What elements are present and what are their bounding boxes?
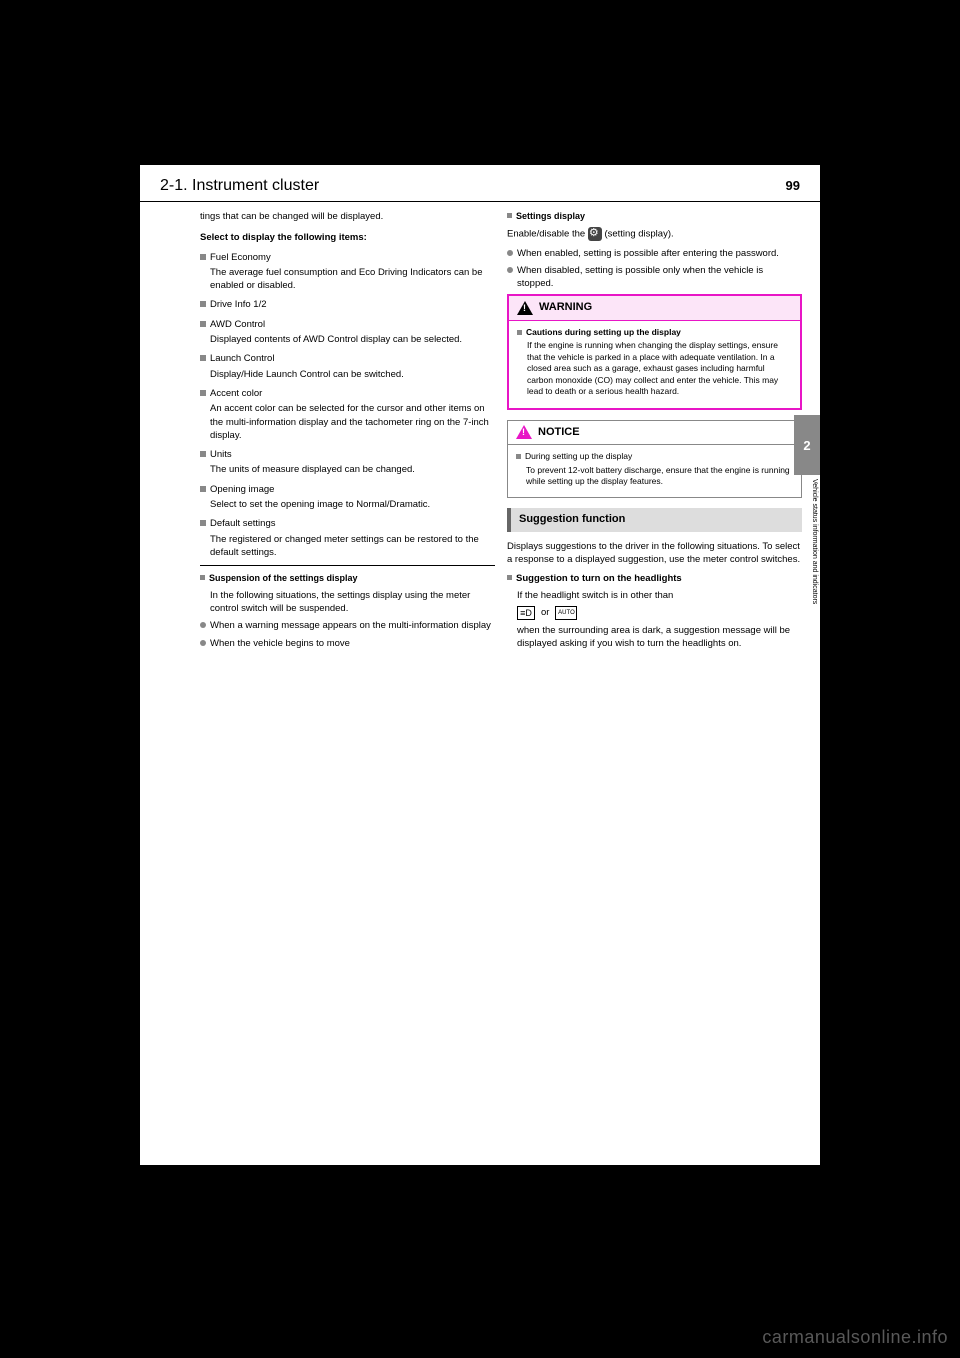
- item-title: Fuel Economy: [210, 251, 271, 264]
- suggestion-desc-2: when the surrounding area is dark, a sug…: [507, 624, 802, 651]
- headlight-icon: ≡D: [517, 606, 535, 620]
- sub-bullet: When disabled, setting is possible only …: [507, 264, 802, 291]
- notice-triangle-icon: [516, 425, 532, 439]
- page-number: 99: [786, 178, 800, 193]
- suggestion-para: Displays suggestions to the driver in th…: [507, 540, 802, 567]
- divider: [200, 565, 495, 566]
- settings-icon-text: (setting display).: [604, 228, 673, 239]
- item-desc: Display/Hide Launch Control can be switc…: [200, 368, 495, 381]
- list-item: Launch Control Display/Hide Launch Contr…: [200, 352, 495, 381]
- square-bullet-icon: [200, 254, 206, 260]
- square-bullet-icon: [200, 451, 206, 457]
- item-desc: Select to set the opening image to Norma…: [200, 498, 495, 511]
- watermark: carmanualsonline.info: [762, 1327, 948, 1348]
- item-title: AWD Control: [210, 318, 265, 331]
- square-bullet-icon: [200, 301, 206, 307]
- square-bullet-icon: [200, 486, 206, 492]
- settings-display-header: Settings display: [507, 210, 802, 223]
- chapter-label: 2-1. Instrument cluster: [160, 177, 319, 195]
- notice-header: NOTICE: [508, 421, 801, 445]
- circle-bullet-icon: [507, 267, 513, 273]
- auto-icon: AUTO: [555, 606, 577, 620]
- intro-text: tings that can be changed will be displa…: [200, 210, 495, 223]
- icon-row: ≡D or AUTO: [507, 606, 802, 620]
- square-bullet-icon: [200, 355, 206, 361]
- item-desc: Displayed contents of AWD Control displa…: [200, 333, 495, 346]
- warning-text: If the engine is running when changing t…: [517, 340, 792, 397]
- sub-bullet-text: When a warning message appears on the mu…: [210, 619, 491, 632]
- item-title: Default settings: [210, 517, 275, 530]
- warning-header: WARNING: [509, 296, 800, 320]
- warning-box: WARNING Cautions during setting up the d…: [507, 294, 802, 409]
- circle-bullet-icon: [200, 622, 206, 628]
- list-item: AWD Control Displayed contents of AWD Co…: [200, 318, 495, 347]
- square-bullet-icon: [200, 520, 206, 526]
- notice-item-title: During setting up the display: [525, 451, 632, 462]
- sub-bullet: When the vehicle begins to move: [200, 637, 495, 650]
- settings-intro: Enable/disable the (setting display).: [507, 227, 802, 241]
- settings-display-title: Settings display: [516, 210, 585, 223]
- item-desc: The units of measure displayed can be ch…: [200, 463, 495, 476]
- notice-body: During setting up the display To prevent…: [508, 445, 801, 497]
- page-header: 2-1. Instrument cluster 99: [140, 165, 820, 202]
- suggestion-desc-1: If the headlight switch is in other than: [507, 589, 802, 602]
- gear-icon: [588, 227, 602, 241]
- list-item: Units The units of measure displayed can…: [200, 448, 495, 477]
- notice-text: To prevent 12-volt battery discharge, en…: [516, 465, 793, 488]
- setting-bullet-text: When enabled, setting is possible after …: [517, 247, 779, 260]
- setting-bullet-text: When disabled, setting is possible only …: [517, 264, 802, 291]
- square-bullet-icon: [200, 575, 205, 580]
- item-title: Opening image: [210, 483, 274, 496]
- square-bullet-icon: [507, 213, 512, 218]
- list-item: Accent color An accent color can be sele…: [200, 387, 495, 442]
- subsection: Suspension of the settings display: [200, 572, 495, 585]
- notice-title: NOTICE: [538, 425, 580, 440]
- list-item: Fuel Economy The average fuel consumptio…: [200, 251, 495, 293]
- square-bullet-icon: [516, 454, 521, 459]
- list-item: Drive Info 1/2: [200, 298, 495, 311]
- settings-intro-text: Enable/disable the: [507, 228, 585, 239]
- sub-bullet: When enabled, setting is possible after …: [507, 247, 802, 260]
- warning-body: Cautions during setting up the display I…: [509, 321, 800, 408]
- warning-title: WARNING: [539, 300, 592, 315]
- suggestion-item: Suggestion to turn on the headlights: [507, 572, 802, 585]
- item-title: Drive Info 1/2: [210, 298, 267, 311]
- suggestion-header: Suggestion function: [507, 508, 802, 531]
- or-text: or: [541, 606, 549, 620]
- suggestion-item-title: Suggestion to turn on the headlights: [516, 572, 682, 585]
- item-title: Launch Control: [210, 352, 274, 365]
- item-title: Accent color: [210, 387, 262, 400]
- square-bullet-icon: [517, 330, 522, 335]
- square-bullet-icon: [507, 575, 512, 580]
- warning-item-title: Cautions during setting up the display: [526, 327, 681, 338]
- subsection-title: Suspension of the settings display: [209, 572, 358, 585]
- square-bullet-icon: [200, 321, 206, 327]
- side-tab: 2: [794, 415, 820, 475]
- warning-triangle-icon: [517, 301, 533, 315]
- item-desc: The average fuel consumption and Eco Dri…: [200, 266, 495, 293]
- right-column: Settings display Enable/disable the (set…: [507, 210, 802, 655]
- circle-bullet-icon: [200, 640, 206, 646]
- item-desc: The registered or changed meter settings…: [200, 533, 495, 560]
- side-tab-label: Vehicle status information and indicator…: [800, 475, 820, 608]
- circle-bullet-icon: [507, 250, 513, 256]
- sub-bullet-text: When the vehicle begins to move: [210, 637, 350, 650]
- side-tab-number: 2: [803, 438, 810, 453]
- square-bullet-icon: [200, 390, 206, 396]
- sub-bullet: When a warning message appears on the mu…: [200, 619, 495, 632]
- manual-page: 2-1. Instrument cluster 99 2 Vehicle sta…: [140, 165, 820, 1165]
- item-title: Units: [210, 448, 232, 461]
- notice-box: NOTICE During setting up the display To …: [507, 420, 802, 499]
- subsection-intro: In the following situations, the setting…: [200, 589, 495, 616]
- list-item: Default settings The registered or chang…: [200, 517, 495, 559]
- left-column: tings that can be changed will be displa…: [200, 210, 495, 655]
- select-label: Select to display the following items:: [200, 231, 495, 244]
- item-desc: An accent color can be selected for the …: [200, 402, 495, 442]
- content-area: tings that can be changed will be displa…: [140, 202, 820, 655]
- list-item: Opening image Select to set the opening …: [200, 483, 495, 512]
